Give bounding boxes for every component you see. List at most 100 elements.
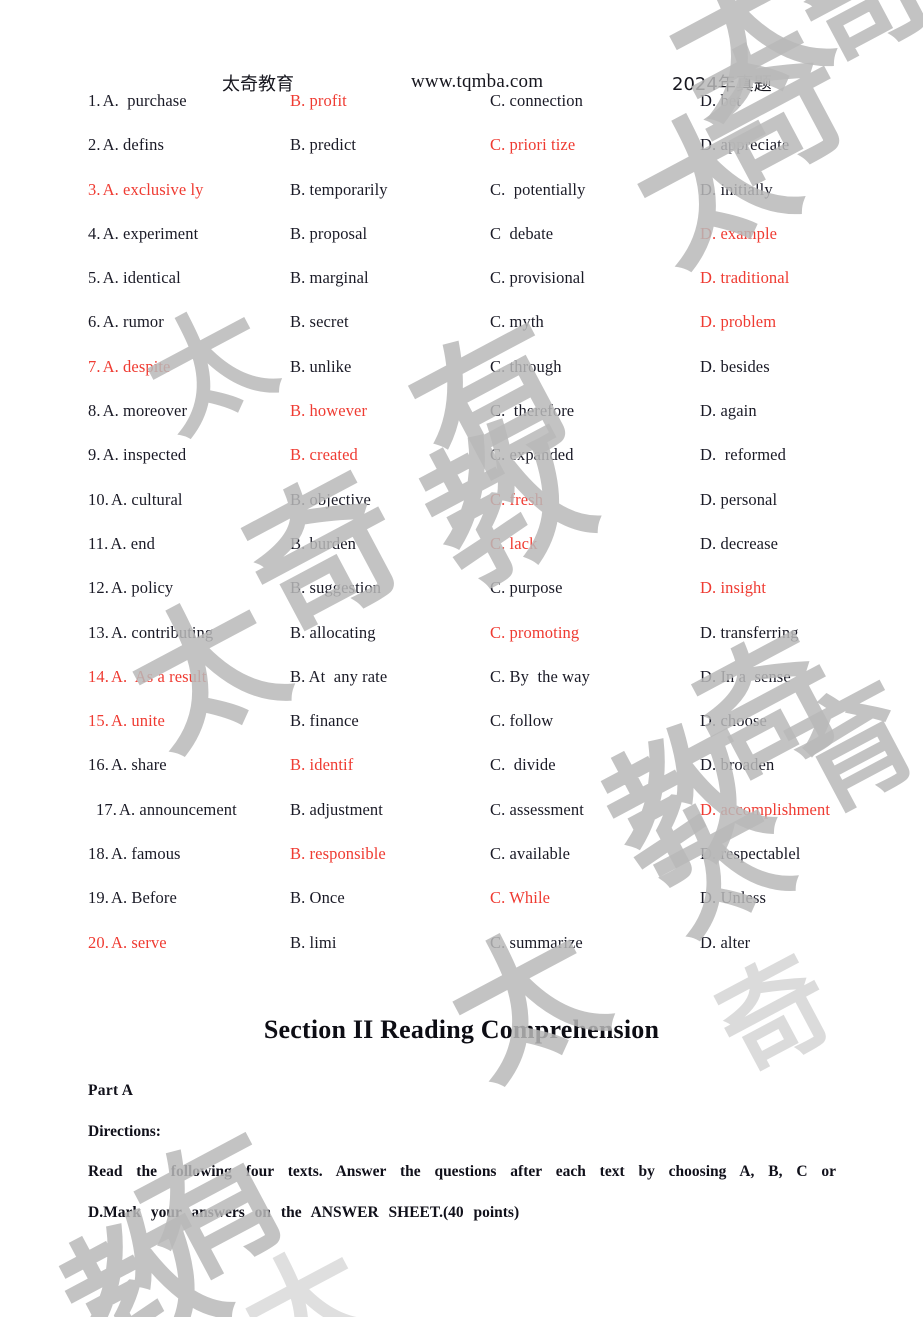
- option-d[interactable]: D. besides: [700, 356, 770, 376]
- directions-line-1: Read the following four texts. Answer th…: [88, 1163, 836, 1181]
- option-c[interactable]: C. provisional: [490, 268, 585, 288]
- question-number: 7.: [88, 356, 101, 376]
- question-number: 15.: [88, 711, 109, 731]
- option-a[interactable]: A. moreover: [102, 401, 188, 421]
- option-b[interactable]: B. proposal: [290, 223, 368, 243]
- option-a-group: 6. A. rumor: [88, 312, 164, 332]
- option-a[interactable]: A. despite: [102, 356, 171, 376]
- option-d[interactable]: D. again: [700, 401, 757, 421]
- option-a[interactable]: A. announcement: [118, 799, 237, 819]
- option-b[interactable]: B. marginal: [290, 268, 369, 288]
- option-a-group: 11. A. end: [88, 534, 155, 554]
- option-c[interactable]: C. purpose: [490, 578, 563, 598]
- option-d[interactable]: D. transferring: [700, 622, 799, 642]
- option-c[interactable]: C. follow: [490, 711, 554, 731]
- option-b[interactable]: B. profit: [290, 91, 347, 110]
- option-c[interactable]: C. through: [490, 356, 562, 376]
- option-b[interactable]: B. responsible: [290, 844, 386, 864]
- option-a[interactable]: A. share: [110, 755, 167, 775]
- question-number: 9.: [88, 445, 101, 465]
- option-a[interactable]: A. end: [110, 533, 155, 553]
- option-c[interactable]: C debate: [490, 223, 554, 243]
- option-a[interactable]: A. contributing: [110, 622, 214, 642]
- option-b[interactable]: B. secret: [290, 312, 349, 332]
- option-c[interactable]: C. By the way: [490, 666, 590, 686]
- option-a[interactable]: A. purchase: [102, 91, 187, 110]
- option-d[interactable]: D. problem: [700, 312, 777, 332]
- option-d[interactable]: D. accomplishment: [700, 799, 831, 819]
- option-c[interactable]: C. summarize: [490, 932, 583, 952]
- cloze-answer-list: 1. A. purchase B. profit C. connection D. be…: [0, 91, 923, 977]
- option-b[interactable]: B. unlike: [290, 356, 352, 376]
- option-a[interactable]: A. rumor: [102, 312, 164, 332]
- option-c[interactable]: C. myth: [490, 312, 544, 332]
- option-b[interactable]: B. objective: [290, 489, 371, 509]
- question-number: 12.: [88, 578, 109, 598]
- option-b[interactable]: B. identif: [290, 755, 354, 775]
- option-a[interactable]: A. serve: [110, 932, 167, 952]
- option-a[interactable]: A. exclusive ly: [102, 179, 204, 199]
- option-a[interactable]: A. cultural: [110, 489, 183, 509]
- option-a[interactable]: A. identical: [102, 268, 181, 288]
- option-d[interactable]: D. example: [700, 223, 778, 243]
- option-b[interactable]: B. predict: [290, 135, 357, 155]
- option-d[interactable]: D. choose: [700, 711, 767, 731]
- option-a[interactable]: A. Before: [110, 888, 177, 908]
- option-b[interactable]: B. adjustment: [290, 799, 383, 819]
- option-a-group: 8. A. moreover: [88, 401, 187, 421]
- option-d[interactable]: D. bet: [700, 91, 741, 110]
- option-b[interactable]: B. limi: [290, 932, 337, 952]
- option-c[interactable]: C. lack: [490, 533, 538, 553]
- option-a[interactable]: A. famous: [110, 844, 181, 864]
- option-b[interactable]: B. however: [290, 401, 368, 421]
- option-d[interactable]: D. In a sense: [700, 666, 791, 686]
- question-row: 13. A. contributing B. allocating C. promot…: [0, 623, 923, 667]
- question-row: 4. A. experiment B. proposal C debate D. exa…: [0, 224, 923, 268]
- option-c[interactable]: C. assessment: [490, 799, 584, 819]
- option-d[interactable]: D. decrease: [700, 533, 779, 553]
- option-d[interactable]: D. personal: [700, 489, 778, 509]
- option-b[interactable]: B. suggestion: [290, 578, 382, 598]
- option-a[interactable]: A. defins: [102, 135, 164, 155]
- option-c[interactable]: C. promoting: [490, 622, 580, 642]
- option-c[interactable]: C. expanded: [490, 445, 574, 465]
- option-b[interactable]: B. allocating: [290, 622, 376, 642]
- option-c[interactable]: C. fresh: [490, 489, 544, 509]
- option-a[interactable]: A. policy: [110, 578, 174, 598]
- question-number: 6.: [88, 312, 101, 332]
- option-b[interactable]: B. At any rate: [290, 666, 388, 686]
- option-c[interactable]: C. While: [490, 888, 551, 908]
- option-b[interactable]: B. Once: [290, 888, 345, 908]
- option-d[interactable]: D. respectablel: [700, 844, 801, 864]
- option-a-group: 13. A. contributing: [88, 623, 213, 643]
- option-d[interactable]: D. appreciate: [700, 135, 790, 155]
- option-c[interactable]: C. priori tize: [490, 135, 576, 155]
- option-d[interactable]: D. reformed: [700, 445, 786, 465]
- option-c[interactable]: C. therefore: [490, 401, 575, 421]
- question-row: 15. A. unite B. finance C. follow D. choose: [0, 711, 923, 755]
- header-org: 太奇教育: [222, 74, 294, 95]
- option-a[interactable]: A. unite: [110, 711, 165, 731]
- option-c[interactable]: C. connection: [490, 91, 583, 110]
- option-b[interactable]: B. burden: [290, 533, 356, 553]
- option-d[interactable]: D. insight: [700, 578, 767, 598]
- option-d[interactable]: D. initially: [700, 179, 773, 199]
- option-a[interactable]: A. inspected: [102, 445, 187, 465]
- option-c[interactable]: C. divide: [490, 755, 556, 775]
- option-b[interactable]: B. temporarily: [290, 179, 388, 199]
- option-b[interactable]: B. created: [290, 445, 358, 465]
- option-d[interactable]: D. Unless: [700, 888, 766, 908]
- option-c[interactable]: C. potentially: [490, 179, 586, 199]
- option-a[interactable]: A. experiment: [102, 223, 199, 243]
- question-row: 1. A. purchase B. profit C. connection D. be…: [0, 91, 923, 135]
- option-a-group: 16. A. share: [88, 755, 167, 775]
- option-b[interactable]: B. finance: [290, 711, 359, 731]
- option-a-group: 9. A. inspected: [88, 445, 186, 465]
- option-d[interactable]: D. traditional: [700, 268, 790, 288]
- option-a-group: 17. A. announcement: [96, 800, 237, 820]
- option-d[interactable]: D. alter: [700, 932, 751, 952]
- option-d[interactable]: D. broaden: [700, 755, 775, 775]
- question-row: 5. A. identical B. marginal C. provisional D…: [0, 268, 923, 312]
- option-a[interactable]: A. As a result: [110, 666, 207, 686]
- option-c[interactable]: C. available: [490, 844, 571, 864]
